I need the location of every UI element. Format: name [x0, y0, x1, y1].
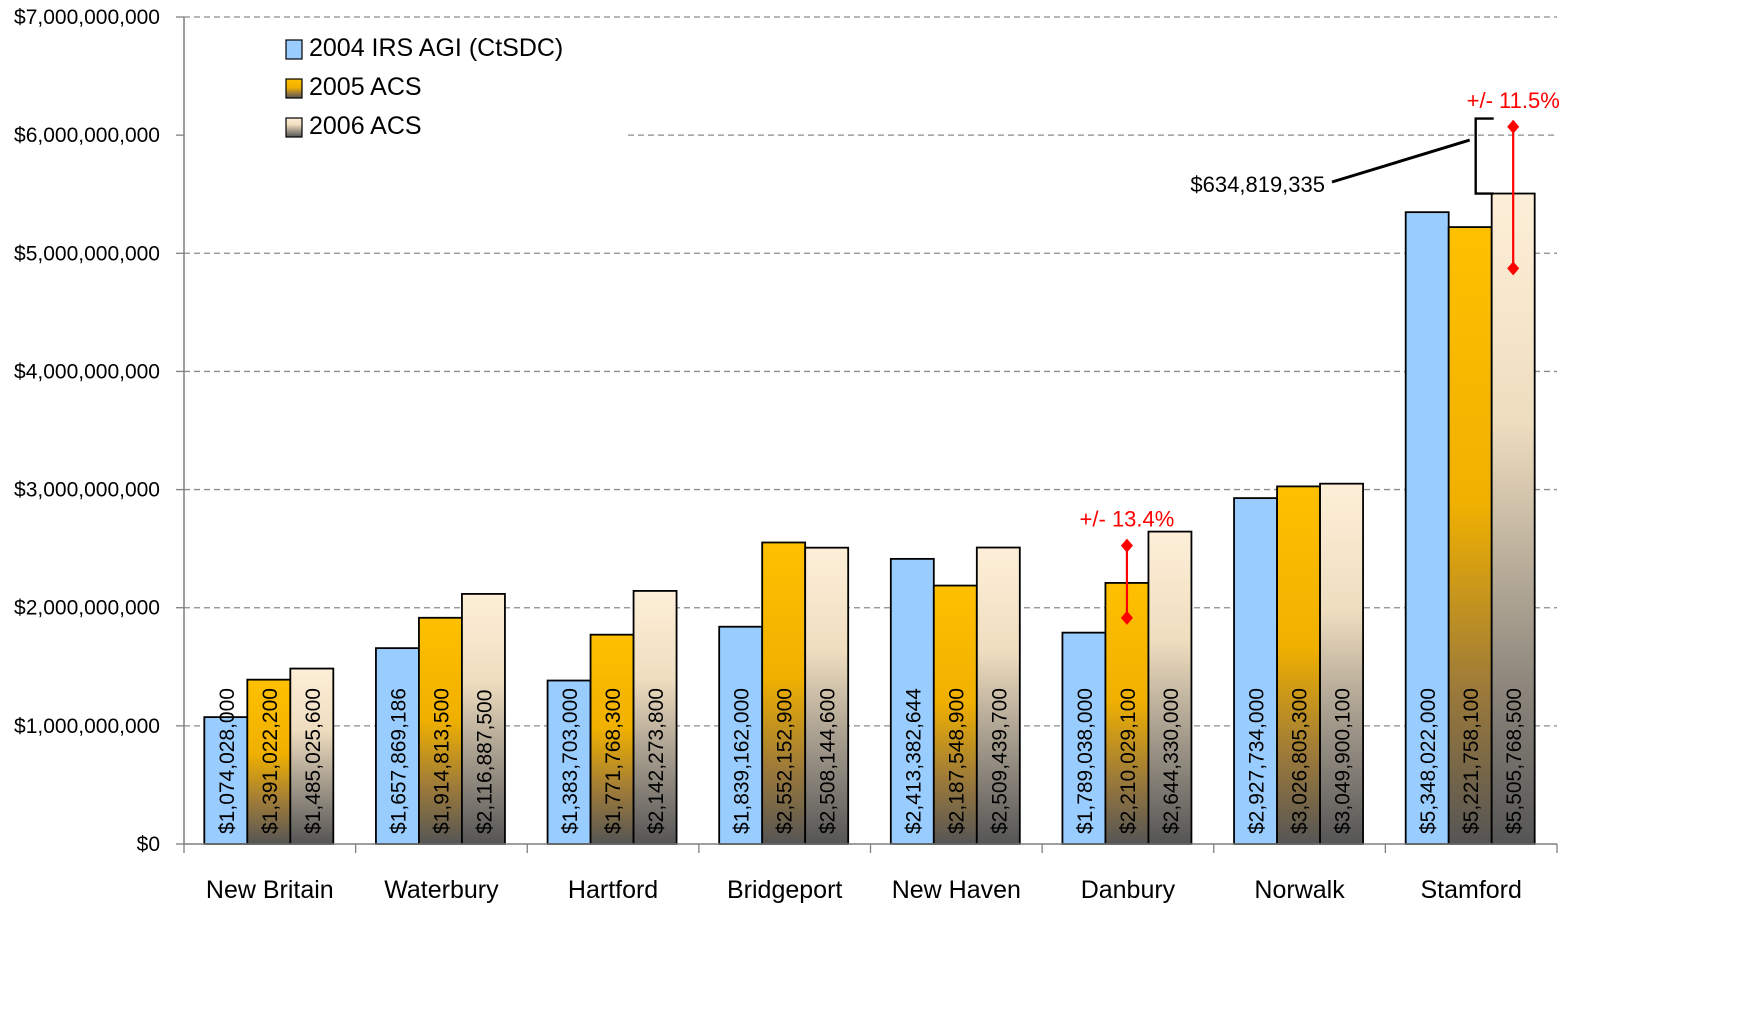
bar-2-waterbury — [418, 616, 463, 845]
bar-data-label: $2,116,887,500 — [473, 690, 496, 834]
x-category-label: Norwalk — [1254, 876, 1345, 904]
y-tick-label: $1,000,000,000 — [14, 715, 160, 738]
bar-3-stamford — [1490, 192, 1536, 845]
x-category-label: Bridgeport — [727, 876, 842, 904]
legend-label: 2006 ACS — [309, 112, 422, 140]
bar-data-label: $2,142,273,800 — [645, 688, 668, 834]
bar-data-label: $2,927,734,000 — [1246, 688, 1269, 834]
legend-swatch — [285, 78, 303, 99]
bar-1-hartford — [546, 679, 592, 845]
bar-data-label: $2,187,548,900 — [945, 688, 968, 834]
x-category-label: Danbury — [1081, 876, 1176, 904]
bar-1-waterbury — [375, 647, 420, 845]
y-tick-label: $6,000,000,000 — [14, 124, 160, 147]
bar-2-stamford — [1447, 226, 1493, 845]
bar-data-label: $2,413,382,644 — [902, 688, 925, 834]
bar-data-label: $2,210,029,100 — [1117, 688, 1140, 834]
y-tick-label: $4,000,000,000 — [14, 360, 160, 383]
bar-3-new-haven — [975, 546, 1021, 845]
bar-3-danbury — [1147, 530, 1193, 845]
bar-data-label: $2,509,439,700 — [988, 688, 1011, 834]
bar-data-label: $5,348,022,000 — [1417, 688, 1440, 834]
bar-data-label: $5,505,768,500 — [1503, 688, 1526, 834]
bar-data-label: $2,508,144,600 — [817, 688, 840, 834]
error-bar-marker — [1120, 610, 1133, 625]
bar-2-norwalk — [1276, 485, 1321, 845]
difference-label: $634,819,335 — [1190, 172, 1325, 197]
y-tick-label: $2,000,000,000 — [14, 597, 160, 620]
bar-2-new-haven — [932, 584, 978, 845]
bar-3-bridgeport — [804, 546, 850, 845]
bar-data-label: $3,026,805,300 — [1289, 688, 1312, 834]
x-category-label: New Haven — [892, 876, 1021, 904]
bar-data-label: $2,552,152,900 — [774, 688, 797, 834]
error-bar-marker — [1507, 119, 1520, 134]
bar-data-label: $1,391,022,200 — [259, 688, 282, 834]
bar-data-label: $1,771,768,300 — [602, 688, 625, 834]
bar-3-waterbury — [461, 593, 506, 845]
y-tick-label: $3,000,000,000 — [14, 479, 160, 502]
y-tick-label: $5,000,000,000 — [14, 242, 160, 265]
bar-data-label: $1,657,869,186 — [387, 688, 410, 834]
bar-data-label: $2,644,330,000 — [1160, 688, 1183, 834]
difference-bracket — [1474, 117, 1494, 195]
bar-3-hartford — [632, 590, 678, 845]
bar-data-label: $1,485,025,600 — [302, 688, 325, 834]
error-margin-label: +/- 11.5% — [1467, 88, 1560, 113]
bars: $1,074,028,000 $1,657,869,186 $1,383,703,0… — [203, 192, 1536, 845]
legend-label: 2004 IRS AGI (CtSDC) — [309, 34, 563, 62]
legend-label: 2005 ACS — [309, 73, 422, 101]
error-bar-marker — [1507, 261, 1520, 276]
x-category-label: Hartford — [568, 876, 658, 904]
x-category-label: New Britain — [206, 876, 334, 904]
bar-data-label: $1,789,038,000 — [1074, 688, 1097, 834]
callout-leader-line — [1331, 138, 1471, 184]
bar-3-new-britain — [289, 667, 335, 845]
bar-data-label: $1,074,028,000 — [216, 688, 239, 834]
annotations: +/- 13.4% +/- 11.5% $634,819,335 — [1080, 88, 1560, 625]
y-tick-label: $7,000,000,000 — [14, 6, 160, 29]
bar-data-label: $1,914,813,500 — [430, 688, 453, 834]
bar-1-stamford — [1404, 211, 1450, 845]
bar-data-label: $1,839,162,000 — [731, 688, 754, 834]
bar-data-label: $1,383,703,000 — [559, 688, 582, 834]
legend: 2004 IRS AGI (CtSDC) 2005 ACS 2006 ACS — [285, 34, 563, 140]
legend-swatch — [285, 117, 303, 138]
x-category-label: Stamford — [1420, 876, 1521, 904]
y-tick-label: $0 — [137, 833, 160, 856]
axes: $0 $1,000,000,000 $2,000,000,000 $3,000,000… — [14, 6, 1558, 904]
bar-1-new-britain — [203, 716, 249, 845]
error-bar-marker — [1120, 538, 1133, 553]
error-margin-label: +/- 13.4% — [1080, 507, 1175, 532]
x-category-label: Waterbury — [384, 876, 499, 904]
bar-2-new-britain — [246, 678, 292, 845]
bar-data-label: $3,049,900,100 — [1332, 688, 1355, 834]
legend-swatch — [285, 39, 303, 60]
bar-3-norwalk — [1319, 482, 1364, 845]
bar-2-bridgeport — [761, 541, 807, 845]
bar-data-label: $5,221,758,100 — [1460, 688, 1483, 834]
